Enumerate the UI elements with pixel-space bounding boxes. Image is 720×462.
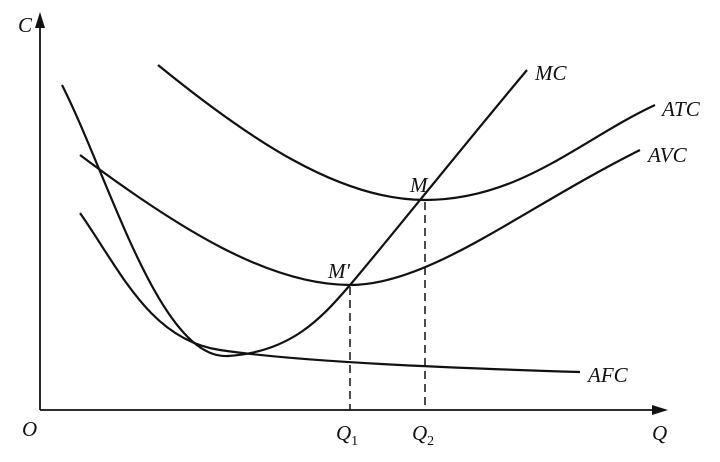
x-mark-sub: 1 bbox=[351, 434, 358, 449]
point-label: M bbox=[409, 173, 429, 197]
x-mark-sub: 2 bbox=[427, 434, 434, 449]
x-axis-arrow bbox=[652, 405, 668, 415]
x-axis-label: Q bbox=[652, 421, 667, 445]
atc-curve bbox=[157, 64, 656, 202]
curve-label: ATC bbox=[660, 97, 701, 121]
curve-label: AFC bbox=[586, 363, 629, 387]
mc-curve bbox=[61, 69, 528, 358]
x-mark-main: Q bbox=[336, 421, 351, 445]
curve-label: MC bbox=[534, 61, 567, 85]
origin-label: O bbox=[22, 417, 37, 441]
y-axis-arrow bbox=[35, 12, 45, 28]
y-axis-label: C bbox=[18, 13, 33, 37]
x-mark-label: Q2 bbox=[412, 421, 434, 449]
point-label: M′ bbox=[327, 259, 350, 283]
afc-curve bbox=[79, 212, 581, 374]
avc-curve bbox=[79, 149, 641, 287]
x-mark-label: Q1 bbox=[336, 421, 358, 449]
curve-label: AVC bbox=[646, 143, 688, 167]
x-mark-main: Q bbox=[412, 421, 427, 445]
